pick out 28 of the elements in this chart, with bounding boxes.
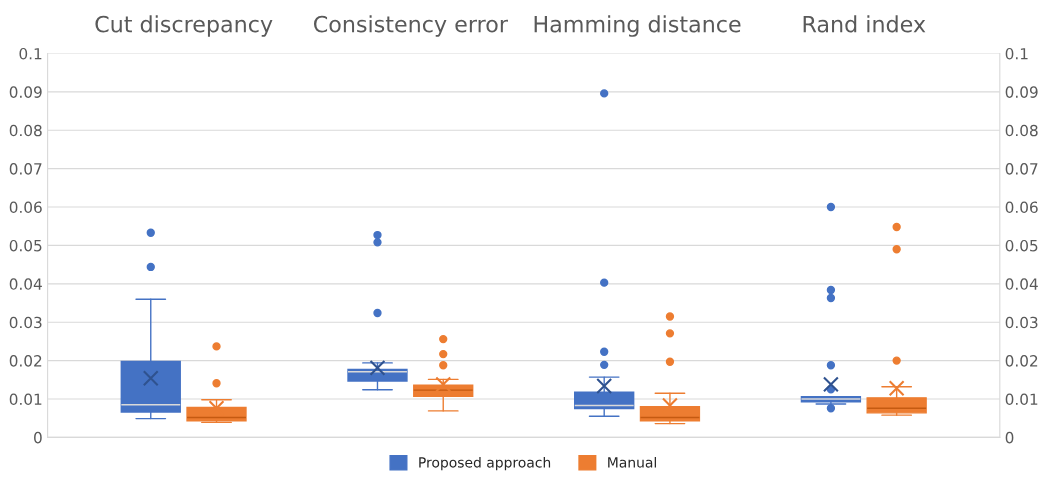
- x-tick-label: Rand index: [803, 15, 926, 33]
- y2-tick-label: 0.02: [1005, 355, 1038, 367]
- x-tick-label: Hamming distance: [534, 15, 741, 37]
- y-tick-label: 0.1: [19, 47, 42, 60]
- y2-tick-label: 0.09: [1005, 86, 1038, 98]
- legend-label: Manual: [608, 456, 656, 468]
- y2-tick-label: 0.1: [1005, 47, 1028, 60]
- x-tick-label: Cut discrepancy: [95, 15, 273, 37]
- y2-tick-label: 0.06: [1005, 201, 1038, 214]
- y-tick-label: 0.05: [9, 239, 42, 252]
- y-tick-label: 0.08: [9, 124, 42, 137]
- y-tick-label: 0.04: [9, 278, 42, 290]
- y-tick-label: 0.09: [9, 86, 42, 98]
- x-tick-label: Consistency error: [313, 15, 508, 37]
- y2-tick-label: 0: [1005, 431, 1014, 444]
- y-tick-label: 0: [34, 431, 42, 444]
- y2-tick-label: 0.05: [1005, 239, 1038, 252]
- y2-tick-label: 0.01: [1005, 393, 1038, 406]
- legend-label: Proposed approach: [419, 456, 551, 471]
- y2-tick-label: 0.03: [1005, 316, 1038, 329]
- y-tick-label: 0.02: [9, 355, 42, 367]
- y-tick-label: 0.06: [9, 201, 42, 214]
- y-tick-label: 0.07: [9, 163, 42, 175]
- y-tick-label: 0.01: [9, 393, 42, 406]
- y2-tick-label: 0.08: [1005, 124, 1038, 137]
- y2-tick-label: 0.04: [1005, 278, 1038, 290]
- y2-tick-label: 0.07: [1005, 163, 1038, 175]
- y-tick-label: 0.03: [9, 316, 42, 329]
